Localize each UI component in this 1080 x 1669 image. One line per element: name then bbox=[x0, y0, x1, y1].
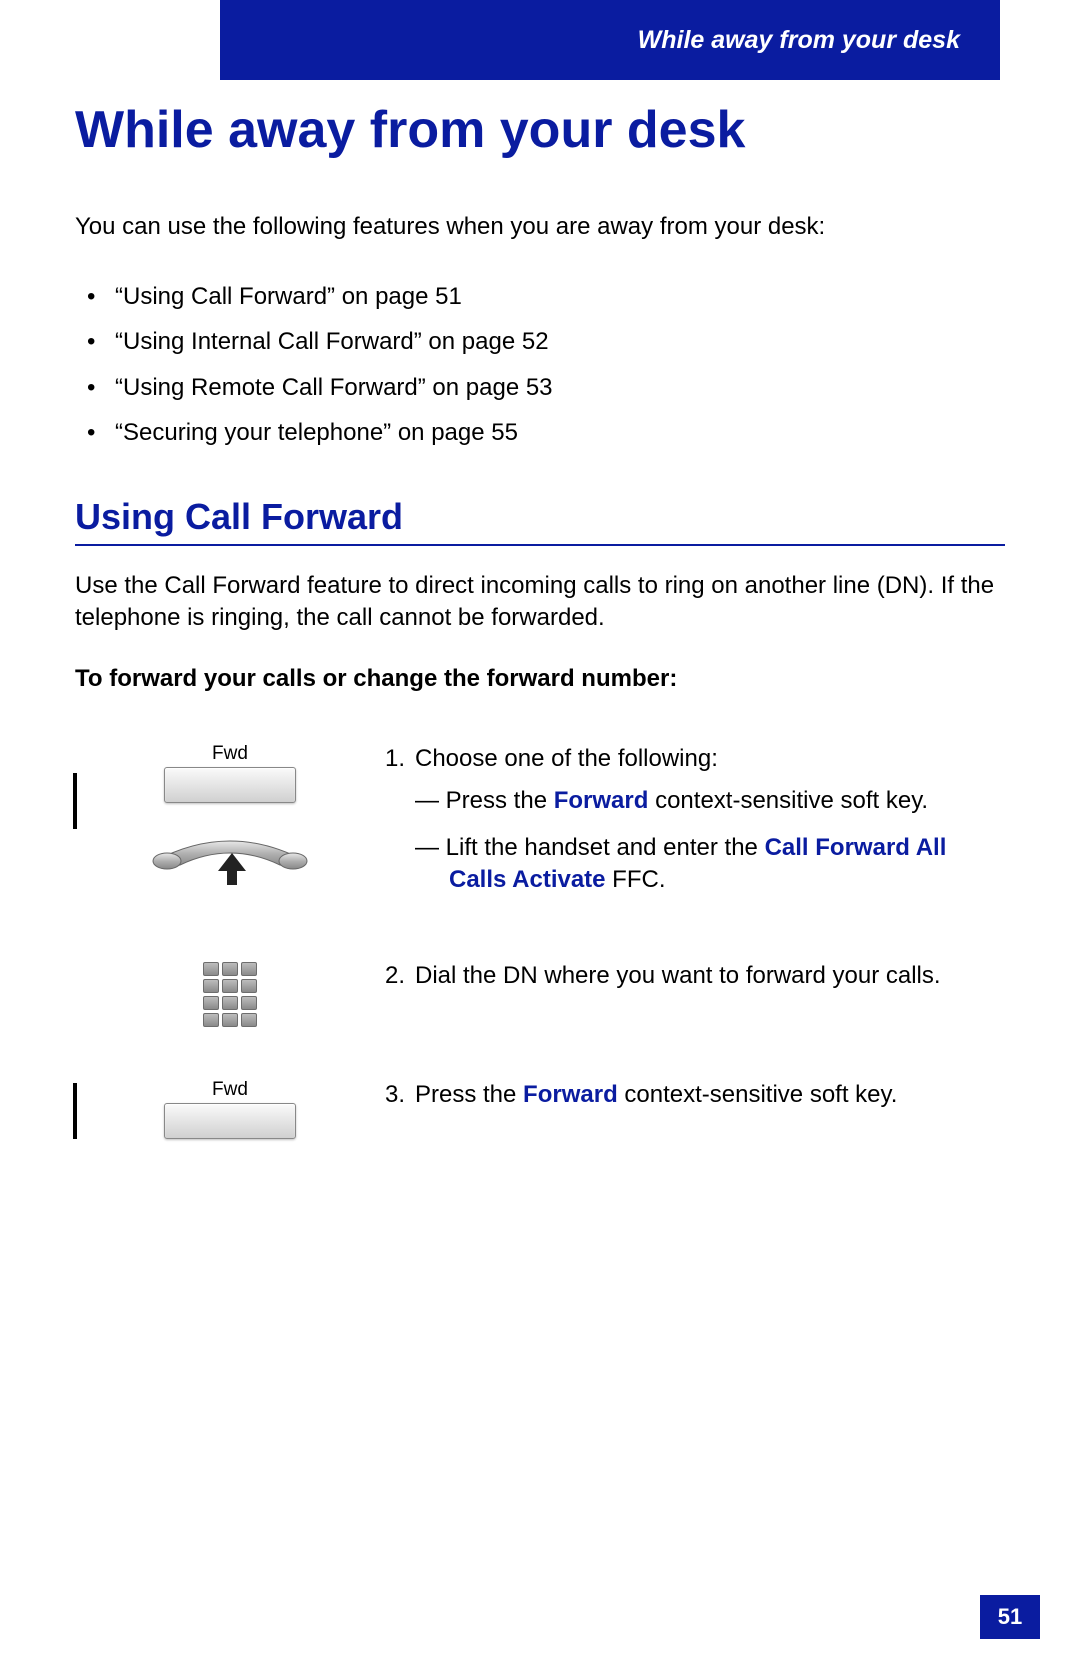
keyword-forward: Forward bbox=[523, 1081, 618, 1108]
step-icons: Fwd bbox=[75, 743, 385, 891]
step-row: Fwd 3.Press the Forward context-sensitiv… bbox=[75, 1079, 1005, 1139]
step-lead: Choose one of the following: bbox=[415, 745, 718, 772]
page-content: While away from your desk You can use th… bbox=[75, 100, 1005, 1189]
step-icons: Fwd bbox=[75, 1079, 385, 1139]
step-row: 2.Dial the DN where you want to forward … bbox=[75, 960, 1005, 1029]
list-item: “Using Call Forward” on page 51 bbox=[115, 274, 1005, 320]
step-row: Fwd bbox=[75, 743, 1005, 911]
fwd-softkey-icon: Fwd bbox=[164, 1079, 296, 1139]
list-item: “Securing your telephone” on page 55 bbox=[115, 410, 1005, 456]
step-icons bbox=[75, 960, 385, 1029]
intro-text: You can use the following features when … bbox=[75, 210, 1005, 244]
text: — Lift the handset and enter the bbox=[415, 834, 765, 861]
fwd-label: Fwd bbox=[212, 1079, 248, 1101]
keypad-icon bbox=[201, 960, 259, 1029]
page-number: 51 bbox=[980, 1595, 1040, 1639]
section-rule bbox=[75, 544, 1005, 546]
section-title: Using Call Forward bbox=[75, 496, 1005, 538]
text: context-sensitive soft key. bbox=[618, 1081, 898, 1108]
fwd-softkey-icon: Fwd bbox=[164, 743, 296, 803]
keyword-forward: Forward bbox=[554, 787, 649, 814]
list-item: “Using Remote Call Forward” on page 53 bbox=[115, 365, 1005, 411]
softkey-button-graphic bbox=[164, 767, 296, 803]
arrow-stem bbox=[227, 869, 237, 885]
page-title: While away from your desk bbox=[75, 100, 1005, 160]
list-item: “Using Internal Call Forward” on page 52 bbox=[115, 319, 1005, 365]
step-number: 2. bbox=[385, 960, 415, 992]
lift-handset-icon bbox=[145, 831, 315, 891]
fwd-label: Fwd bbox=[212, 743, 248, 765]
sub-items: — Press the Forward context-sensitive so… bbox=[415, 785, 1005, 896]
sub-item: — Lift the handset and enter the Call Fo… bbox=[415, 832, 1005, 897]
procedure-heading: To forward your calls or change the forw… bbox=[75, 665, 1005, 693]
step-text: 3.Press the Forward context-sensitive so… bbox=[385, 1079, 1005, 1111]
text: context-sensitive soft key. bbox=[648, 787, 928, 814]
step-number: 3. bbox=[385, 1079, 415, 1111]
step-number: 1. bbox=[385, 743, 415, 775]
sub-item: — Press the Forward context-sensitive so… bbox=[415, 785, 1005, 817]
step-text: 2.Dial the DN where you want to forward … bbox=[385, 960, 1005, 992]
header-bar: While away from your desk bbox=[220, 0, 1000, 80]
softkey-button-graphic bbox=[164, 1103, 296, 1139]
step-text: 1.Choose one of the following: — Press t… bbox=[385, 743, 1005, 911]
running-title: While away from your desk bbox=[638, 26, 960, 55]
text: Press the bbox=[415, 1081, 523, 1108]
text: — Press the bbox=[415, 787, 554, 814]
feature-list: “Using Call Forward” on page 51 “Using I… bbox=[75, 274, 1005, 456]
section-body: Use the Call Forward feature to direct i… bbox=[75, 570, 1005, 635]
text: FFC. bbox=[606, 866, 666, 893]
text: Dial the DN where you want to forward yo… bbox=[415, 962, 941, 989]
